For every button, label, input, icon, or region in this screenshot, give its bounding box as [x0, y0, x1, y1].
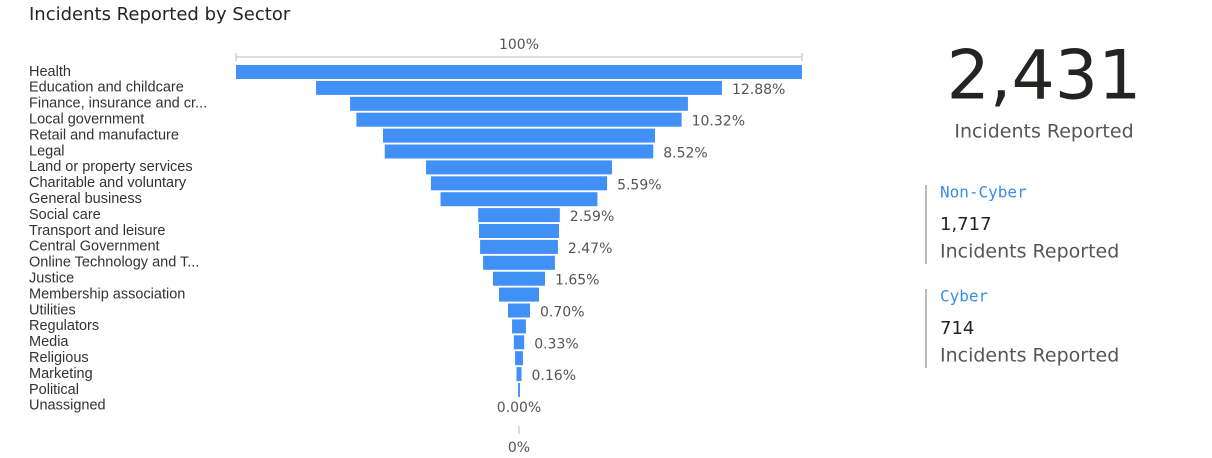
- funnel-bar: [383, 128, 655, 143]
- category-label: Unassigned: [29, 398, 106, 414]
- category-label: Education and childcare: [29, 80, 184, 96]
- bottom-label: 0%: [508, 440, 530, 456]
- value-label: 2.59%: [570, 209, 614, 225]
- funnel-bar: [493, 271, 545, 286]
- category-label: Transport and leisure: [29, 223, 165, 239]
- value-label: 2.47%: [568, 241, 612, 257]
- category-label: Charitable and voluntary: [29, 175, 187, 191]
- value-label: 0.33%: [534, 336, 578, 352]
- funnel-bar: [515, 351, 523, 366]
- funnel-bar: [440, 192, 598, 207]
- funnel-bar: [478, 208, 560, 223]
- funnel-bar: [356, 112, 682, 127]
- card-label: Incidents Reported: [940, 345, 1119, 367]
- funnel-bar: [512, 319, 526, 334]
- category-label: Political: [29, 382, 79, 398]
- category-label: Retail and manufacture: [29, 127, 179, 143]
- value-label: 0.70%: [540, 305, 584, 321]
- card-label: Incidents Reported: [940, 241, 1119, 263]
- funnel-bar: [483, 255, 555, 270]
- funnel-bar: [478, 224, 560, 238]
- card-name: Cyber: [940, 287, 989, 306]
- value-label: 0.16%: [532, 368, 576, 384]
- funnel-bar: [426, 160, 612, 175]
- value-label: 8.52%: [663, 146, 707, 162]
- card-value: 1,717: [940, 214, 992, 235]
- category-label: Utilities: [29, 302, 76, 318]
- value-label: 1.65%: [555, 273, 599, 289]
- chart-title: Incidents Reported by Sector: [29, 4, 291, 25]
- value-label: 5.59%: [617, 177, 661, 193]
- card-value: 714: [940, 318, 974, 339]
- value-label: 0.00%: [497, 400, 541, 416]
- funnel-bar: [498, 287, 540, 302]
- top-label: 100%: [499, 37, 539, 53]
- category-label: Central Government: [29, 239, 160, 255]
- category-label: Marketing: [29, 366, 93, 382]
- card-name: Non-Cyber: [940, 183, 1027, 202]
- value-label: 12.88%: [732, 82, 785, 98]
- category-label: Membership association: [29, 286, 185, 302]
- category-label: Justice: [29, 271, 74, 287]
- funnel-bar: [507, 303, 531, 318]
- funnel-bar: [430, 176, 608, 191]
- value-label: 10.32%: [692, 114, 745, 130]
- category-label: Religious: [29, 350, 89, 366]
- funnel-bar: [236, 65, 802, 79]
- funnel-bar: [316, 80, 722, 95]
- category-label: Land or property services: [29, 159, 193, 175]
- category-label: Local government: [29, 112, 144, 128]
- category-label: Social care: [29, 207, 101, 223]
- funnel-bar: [516, 367, 522, 382]
- category-label: General business: [29, 191, 142, 207]
- category-label: Legal: [29, 143, 64, 159]
- category-label: Health: [29, 64, 71, 80]
- category-label: Online Technology and T...: [29, 255, 199, 271]
- category-label: Regulators: [29, 318, 99, 334]
- funnel-bar: [518, 383, 520, 397]
- total-value: 2,431: [947, 37, 1142, 116]
- funnel-bar: [350, 96, 688, 111]
- funnel-bar: [513, 335, 525, 350]
- category-label: Media: [29, 334, 69, 350]
- total-label: Incidents Reported: [954, 121, 1133, 143]
- funnel-bar: [384, 144, 654, 159]
- category-label: Finance, insurance and cr...: [29, 96, 207, 112]
- funnel-bar: [480, 239, 558, 254]
